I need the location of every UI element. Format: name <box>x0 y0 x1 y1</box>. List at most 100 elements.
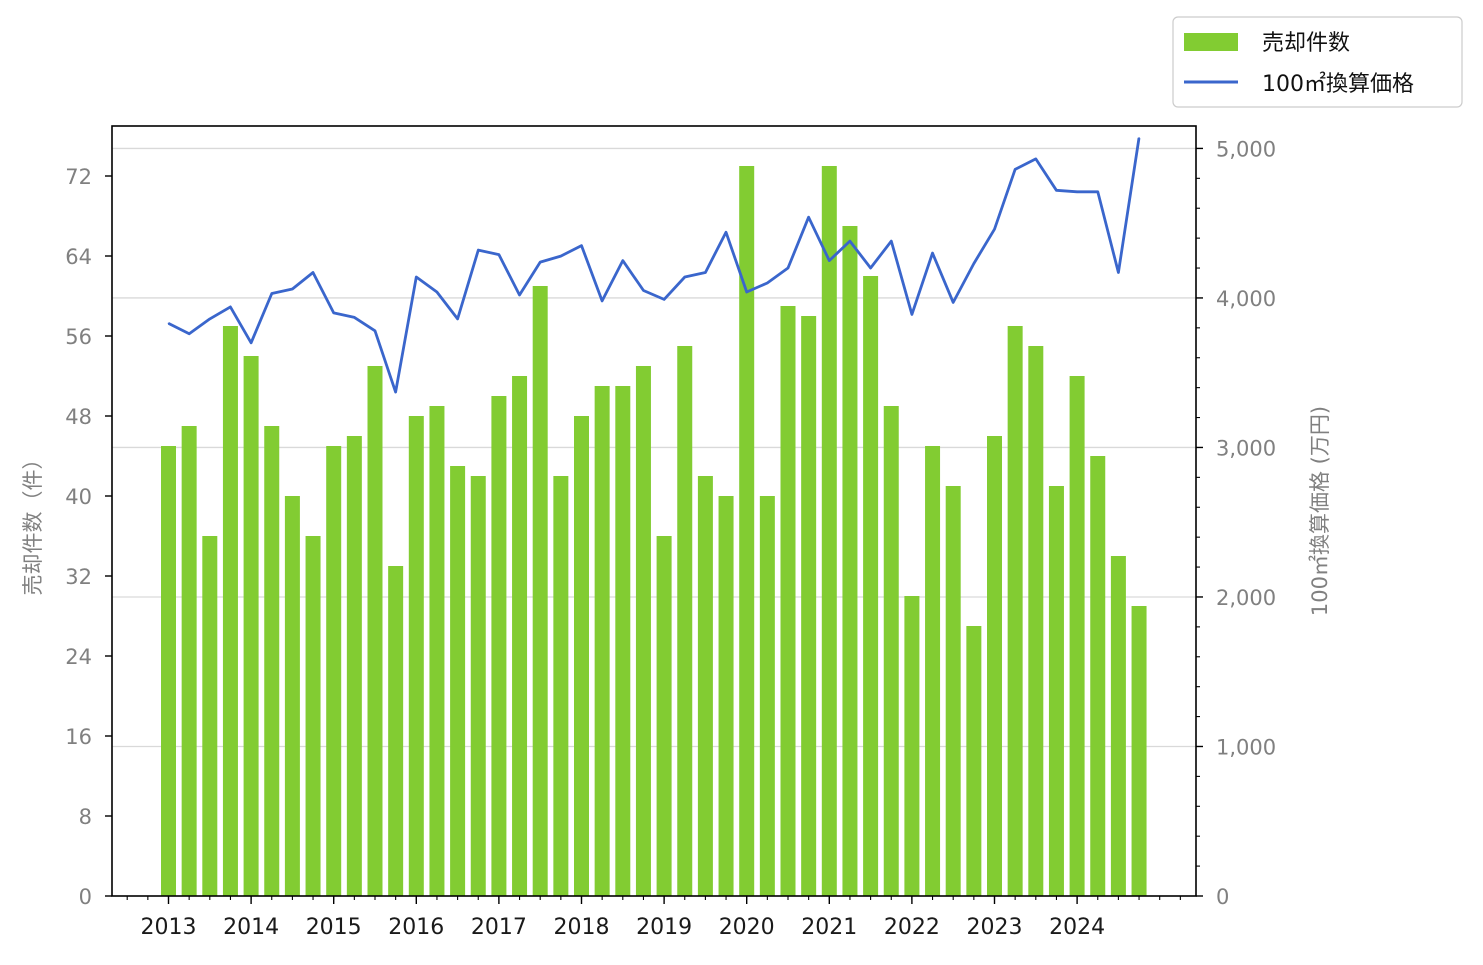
bar <box>1090 456 1106 896</box>
price-point <box>580 244 583 247</box>
bar <box>987 436 1002 896</box>
price-point <box>622 259 624 262</box>
legend: 売却件数 100㎡換算価格 <box>1172 16 1463 108</box>
price-point <box>931 252 934 254</box>
price-point <box>1035 158 1037 160</box>
bar <box>656 536 672 896</box>
x-tick-label: 2021 <box>801 915 857 940</box>
bar <box>863 276 879 896</box>
price-point <box>477 249 480 251</box>
bar <box>1069 376 1085 896</box>
y-left-tick-label: 32 <box>65 565 92 589</box>
price-point <box>436 291 438 293</box>
price-point <box>374 330 376 332</box>
bar <box>615 386 631 896</box>
price-point <box>849 240 851 242</box>
price-point <box>394 391 397 393</box>
bar <box>346 436 362 896</box>
bar <box>222 326 238 896</box>
y-right-tick-label: 1,000 <box>1216 735 1276 759</box>
price-point <box>807 216 810 219</box>
bar <box>966 626 982 896</box>
bar <box>161 446 176 896</box>
y-left-tick-label: 56 <box>65 325 92 349</box>
bar <box>388 566 404 896</box>
bar <box>181 426 197 896</box>
y-right-tick-label: 4,000 <box>1216 287 1276 311</box>
bar <box>1131 606 1147 896</box>
y-right-tick-label: 2,000 <box>1216 586 1276 610</box>
bar <box>305 536 321 896</box>
price-point <box>1014 168 1016 171</box>
bar <box>1110 556 1126 896</box>
bar <box>594 386 610 896</box>
bar <box>739 166 755 896</box>
price-point <box>415 276 418 278</box>
price-point <box>787 267 789 269</box>
bar <box>470 476 486 896</box>
price-point <box>642 289 645 292</box>
y-right-tick-label: 0 <box>1216 885 1229 909</box>
bar <box>574 416 589 896</box>
x-tick-label: 2016 <box>388 915 444 940</box>
bar <box>759 496 775 896</box>
price-point <box>209 318 211 320</box>
price-point <box>560 255 562 257</box>
price-point <box>663 298 665 301</box>
y-left-tick-label: 0 <box>79 885 92 909</box>
price-point <box>518 294 521 296</box>
price-point <box>993 228 996 230</box>
price-series-line <box>167 137 1141 394</box>
x-tick-label: 2013 <box>141 915 197 940</box>
price-point <box>1138 137 1140 139</box>
price-point <box>1117 271 1120 274</box>
price-point <box>973 262 975 265</box>
price-point <box>539 261 541 263</box>
price-point <box>683 276 686 278</box>
price-point <box>332 312 335 314</box>
bar <box>945 486 961 896</box>
bar <box>512 376 528 896</box>
bar <box>1048 486 1064 896</box>
x-tick-label: 2020 <box>719 915 775 940</box>
bar <box>883 406 899 896</box>
x-tick-label: 2023 <box>967 915 1023 940</box>
bar <box>697 476 713 896</box>
legend-label-bar: 売却件数 <box>1262 31 1350 56</box>
bar-layer <box>161 166 1147 896</box>
bar <box>243 356 259 896</box>
price-point <box>456 318 459 320</box>
bar <box>635 366 651 896</box>
price-point <box>250 341 252 344</box>
x-tick-label: 2019 <box>636 915 692 940</box>
y-axis-left-label: 売却件数（件） <box>21 449 45 596</box>
price-point <box>911 313 913 316</box>
x-tick-label: 2022 <box>884 915 940 940</box>
bar <box>677 346 693 896</box>
bar <box>821 166 837 896</box>
bar <box>264 426 280 896</box>
bar <box>904 596 920 896</box>
bar <box>408 416 424 896</box>
price-point <box>188 333 190 335</box>
x-tick-label: 2014 <box>223 915 279 940</box>
price-point <box>498 253 500 256</box>
y-right-tick-label: 5,000 <box>1216 137 1276 161</box>
price-point <box>869 267 872 269</box>
bar <box>429 406 445 896</box>
price-point <box>167 322 170 325</box>
bar <box>780 306 796 896</box>
price-point <box>725 231 727 233</box>
price-point <box>270 292 273 295</box>
bar <box>553 476 569 896</box>
bar <box>202 536 218 896</box>
price-point <box>229 306 232 308</box>
price-point <box>1096 190 1099 193</box>
bar <box>718 496 734 896</box>
y-left-tick-label: 48 <box>65 405 92 429</box>
bar <box>491 396 507 896</box>
price-point <box>1076 190 1078 193</box>
bar <box>450 466 466 896</box>
bar <box>801 316 817 896</box>
